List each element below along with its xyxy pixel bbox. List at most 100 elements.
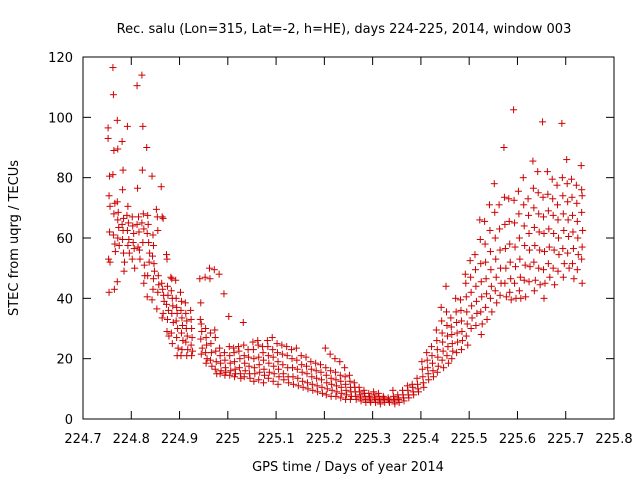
data-point — [488, 308, 496, 316]
data-point — [530, 287, 538, 295]
data-point — [249, 338, 257, 346]
data-point — [425, 376, 433, 384]
data-point — [245, 362, 253, 370]
data-point — [525, 211, 533, 219]
data-point — [424, 364, 432, 372]
data-point — [111, 240, 119, 248]
data-point — [164, 291, 172, 299]
data-point — [477, 278, 485, 286]
data-point — [521, 242, 529, 250]
data-point — [491, 287, 499, 295]
y-axis-label: STEC from uqrg / TECUs — [7, 160, 22, 316]
data-point — [113, 116, 121, 124]
data-point — [168, 275, 176, 283]
data-point — [487, 266, 495, 274]
data-point — [143, 144, 151, 151]
data-point — [268, 334, 276, 342]
data-point — [336, 358, 344, 366]
x-axis-ticks — [82, 57, 615, 419]
data-point — [332, 392, 340, 400]
data-point — [429, 367, 437, 375]
data-point — [202, 334, 210, 342]
data-point — [395, 398, 403, 406]
data-point — [572, 181, 580, 189]
data-point — [511, 243, 519, 251]
data-point — [203, 355, 211, 363]
data-point — [225, 343, 233, 351]
data-point — [331, 368, 339, 376]
data-point — [501, 245, 509, 253]
data-point — [189, 347, 197, 355]
data-point — [217, 359, 225, 367]
data-point — [133, 220, 141, 228]
data-point — [110, 210, 118, 218]
data-point — [544, 207, 552, 215]
data-point — [560, 260, 568, 268]
data-point — [507, 275, 515, 283]
data-point — [323, 379, 331, 387]
data-point — [317, 368, 325, 376]
data-point — [174, 325, 182, 332]
data-point — [476, 236, 484, 244]
data-point — [515, 234, 523, 242]
data-point — [467, 325, 475, 332]
data-point — [222, 368, 230, 376]
data-point — [322, 371, 330, 379]
data-point — [197, 320, 205, 328]
data-point — [578, 255, 586, 263]
data-point — [196, 275, 204, 283]
data-point — [483, 290, 491, 298]
data-point — [564, 216, 572, 224]
data-point — [293, 356, 301, 364]
data-point — [520, 222, 528, 230]
data-point — [149, 252, 157, 260]
data-point — [472, 282, 480, 290]
data-point — [434, 362, 442, 370]
data-point — [491, 234, 499, 242]
y-tick-label: 20 — [56, 353, 73, 368]
data-point — [443, 352, 451, 360]
data-point — [250, 377, 258, 385]
data-point — [187, 306, 195, 314]
data-point — [558, 119, 566, 127]
data-point — [471, 251, 479, 259]
data-point — [230, 349, 238, 357]
data-point — [217, 367, 225, 375]
data-point — [163, 300, 171, 308]
data-point — [164, 306, 172, 314]
data-point — [289, 364, 297, 372]
data-point — [578, 186, 586, 194]
data-point — [530, 258, 538, 266]
data-point — [429, 373, 437, 381]
data-point — [113, 278, 121, 286]
data-point — [559, 192, 567, 200]
data-point — [524, 195, 532, 203]
data-point — [531, 276, 539, 284]
data-point — [372, 398, 380, 406]
data-point — [559, 245, 567, 253]
data-point — [211, 326, 219, 334]
data-point — [149, 285, 157, 293]
data-point — [265, 359, 273, 367]
y-axis-tick-labels: 0 20 40 60 80 100 120 — [48, 51, 73, 428]
data-point — [139, 122, 147, 130]
data-point — [236, 355, 244, 363]
data-point — [207, 340, 215, 348]
data-point — [506, 240, 514, 248]
data-point — [535, 228, 543, 236]
data-point — [448, 340, 456, 348]
data-point — [226, 371, 234, 379]
data-point — [211, 365, 219, 373]
data-point — [146, 249, 154, 257]
data-point — [177, 288, 185, 296]
data-point — [298, 368, 306, 376]
x-tick-label: 225.8 — [595, 432, 632, 447]
data-point — [123, 122, 131, 130]
data-point — [517, 294, 525, 302]
data-point — [476, 216, 484, 224]
data-point — [336, 371, 344, 379]
data-point — [452, 294, 460, 302]
data-point — [414, 388, 422, 396]
data-point — [138, 71, 146, 79]
data-point — [167, 273, 175, 281]
